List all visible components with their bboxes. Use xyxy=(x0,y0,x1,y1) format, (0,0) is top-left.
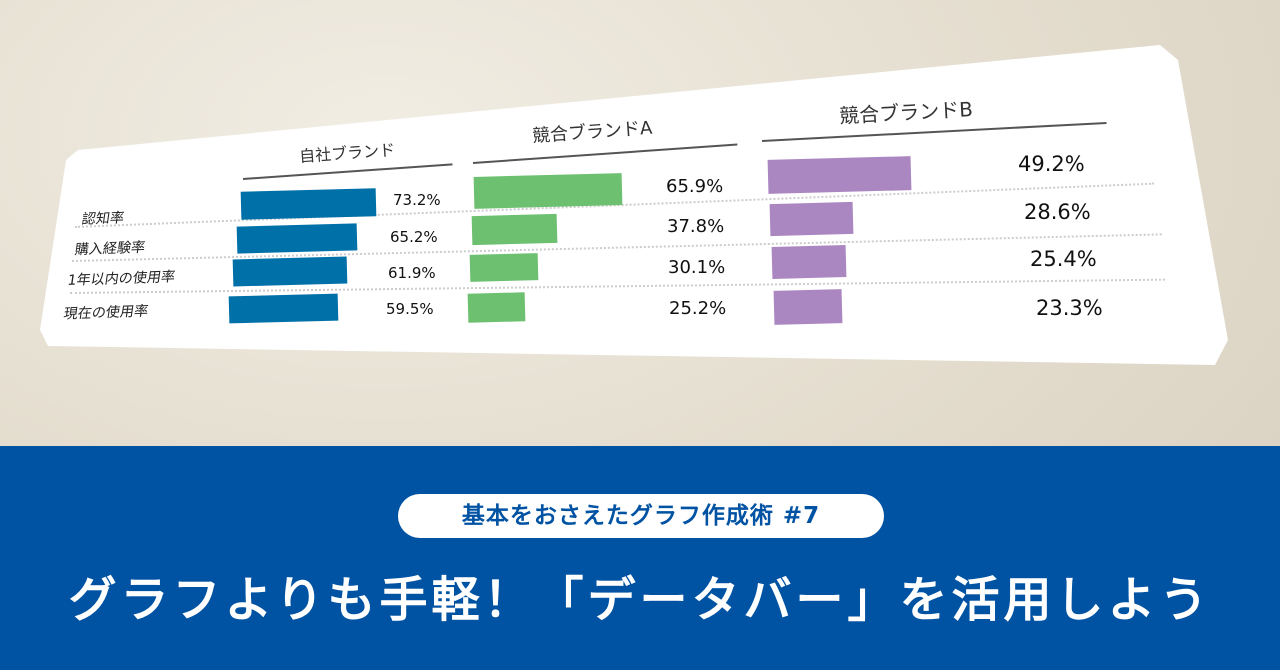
bar-2-0 xyxy=(767,156,912,194)
bar-2-1 xyxy=(769,201,854,237)
row-label-3: 現在の使用率 xyxy=(62,303,150,323)
bar-0-3 xyxy=(228,293,339,324)
series-badge: 基本をおさえたグラフ作成術 #7 xyxy=(398,494,884,538)
value-label-2-0: 49.2% xyxy=(1018,152,1085,176)
value-label-0-1: 65.2% xyxy=(390,228,438,246)
value-label-1-1: 37.8% xyxy=(667,216,725,237)
bar-1-2 xyxy=(469,253,539,282)
bar-0-1 xyxy=(236,223,358,254)
bar-0-2 xyxy=(232,256,348,287)
bar-2-3 xyxy=(773,289,842,325)
value-label-2-1: 28.6% xyxy=(1024,200,1091,224)
bar-1-0 xyxy=(473,173,623,209)
value-label-1-0: 65.9% xyxy=(666,176,724,197)
value-label-0-3: 59.5% xyxy=(386,300,434,318)
title-banner xyxy=(0,446,1280,670)
bar-2-2 xyxy=(771,245,847,279)
value-label-1-3: 25.2% xyxy=(669,298,727,319)
bar-1-3 xyxy=(467,292,526,323)
row-label-1: 購入経験率 xyxy=(73,239,147,259)
value-label-0-2: 61.9% xyxy=(388,264,436,282)
value-label-0-0: 73.2% xyxy=(393,191,441,209)
row-label-2: 1年以内の使用率 xyxy=(66,269,177,289)
article-title: グラフよりも手軽！「データバー」を活用しよう xyxy=(68,572,1212,628)
value-label-2-3: 23.3% xyxy=(1036,296,1103,320)
bar-0-0 xyxy=(240,188,377,220)
value-label-2-2: 25.4% xyxy=(1030,247,1097,271)
value-label-1-2: 30.1% xyxy=(668,257,726,278)
bar-1-1 xyxy=(471,213,558,246)
